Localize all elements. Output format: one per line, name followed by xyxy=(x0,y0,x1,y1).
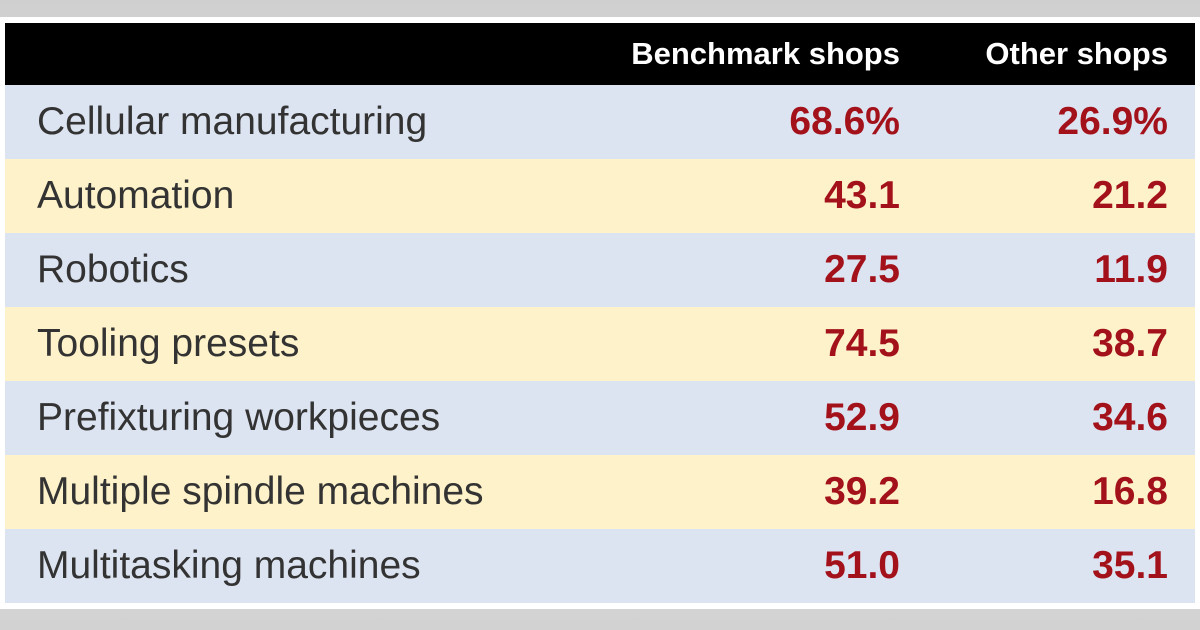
table-frame: Benchmark shops Other shops Cellular man… xyxy=(0,17,1200,609)
table-row: Cellular manufacturing 68.6% 26.9% xyxy=(5,85,1195,159)
table: Benchmark shops Other shops Cellular man… xyxy=(5,23,1195,603)
benchmark-value: 74.5 xyxy=(824,322,900,365)
header-cell: Benchmark shops xyxy=(631,36,900,71)
table-row: Multiple spindle machines 39.2 16.8 xyxy=(5,455,1195,529)
row-label: Multiple spindle machines xyxy=(37,470,484,513)
benchmark-value: 51.0 xyxy=(824,544,900,587)
other-value: 21.2 xyxy=(1092,174,1168,217)
row-label: Robotics xyxy=(37,248,189,291)
row-label: Automation xyxy=(37,174,235,217)
benchmark-value: 68.6% xyxy=(789,100,900,143)
other-value: 35.1 xyxy=(1092,544,1168,587)
table-row: Automation 43.1 21.2 xyxy=(5,159,1195,233)
other-value: 26.9% xyxy=(1057,100,1168,143)
other-value: 34.6 xyxy=(1092,396,1168,439)
other-value: 38.7 xyxy=(1092,322,1168,365)
row-label: Tooling presets xyxy=(37,322,300,365)
other-value: 11.9 xyxy=(1094,248,1168,291)
table-row: Multitasking machines 51.0 35.1 xyxy=(5,529,1195,603)
row-label: Prefixturing workpieces xyxy=(37,396,441,439)
benchmark-value: 27.5 xyxy=(824,248,900,291)
table-row: Prefixturing workpieces 52.9 34.6 xyxy=(5,381,1195,455)
table-row: Tooling presets 74.5 38.7 xyxy=(5,307,1195,381)
header-cell: Other shops xyxy=(985,36,1168,71)
benchmark-value: 43.1 xyxy=(824,174,900,217)
benchmark-value: 39.2 xyxy=(824,470,900,513)
row-label: Multitasking machines xyxy=(37,544,421,587)
table-row: Robotics 27.5 11.9 xyxy=(5,233,1195,307)
other-value: 16.8 xyxy=(1092,470,1168,513)
header-row: Benchmark shops Other shops xyxy=(5,23,1195,85)
benchmark-value: 52.9 xyxy=(824,396,900,439)
row-label: Cellular manufacturing xyxy=(37,100,428,143)
